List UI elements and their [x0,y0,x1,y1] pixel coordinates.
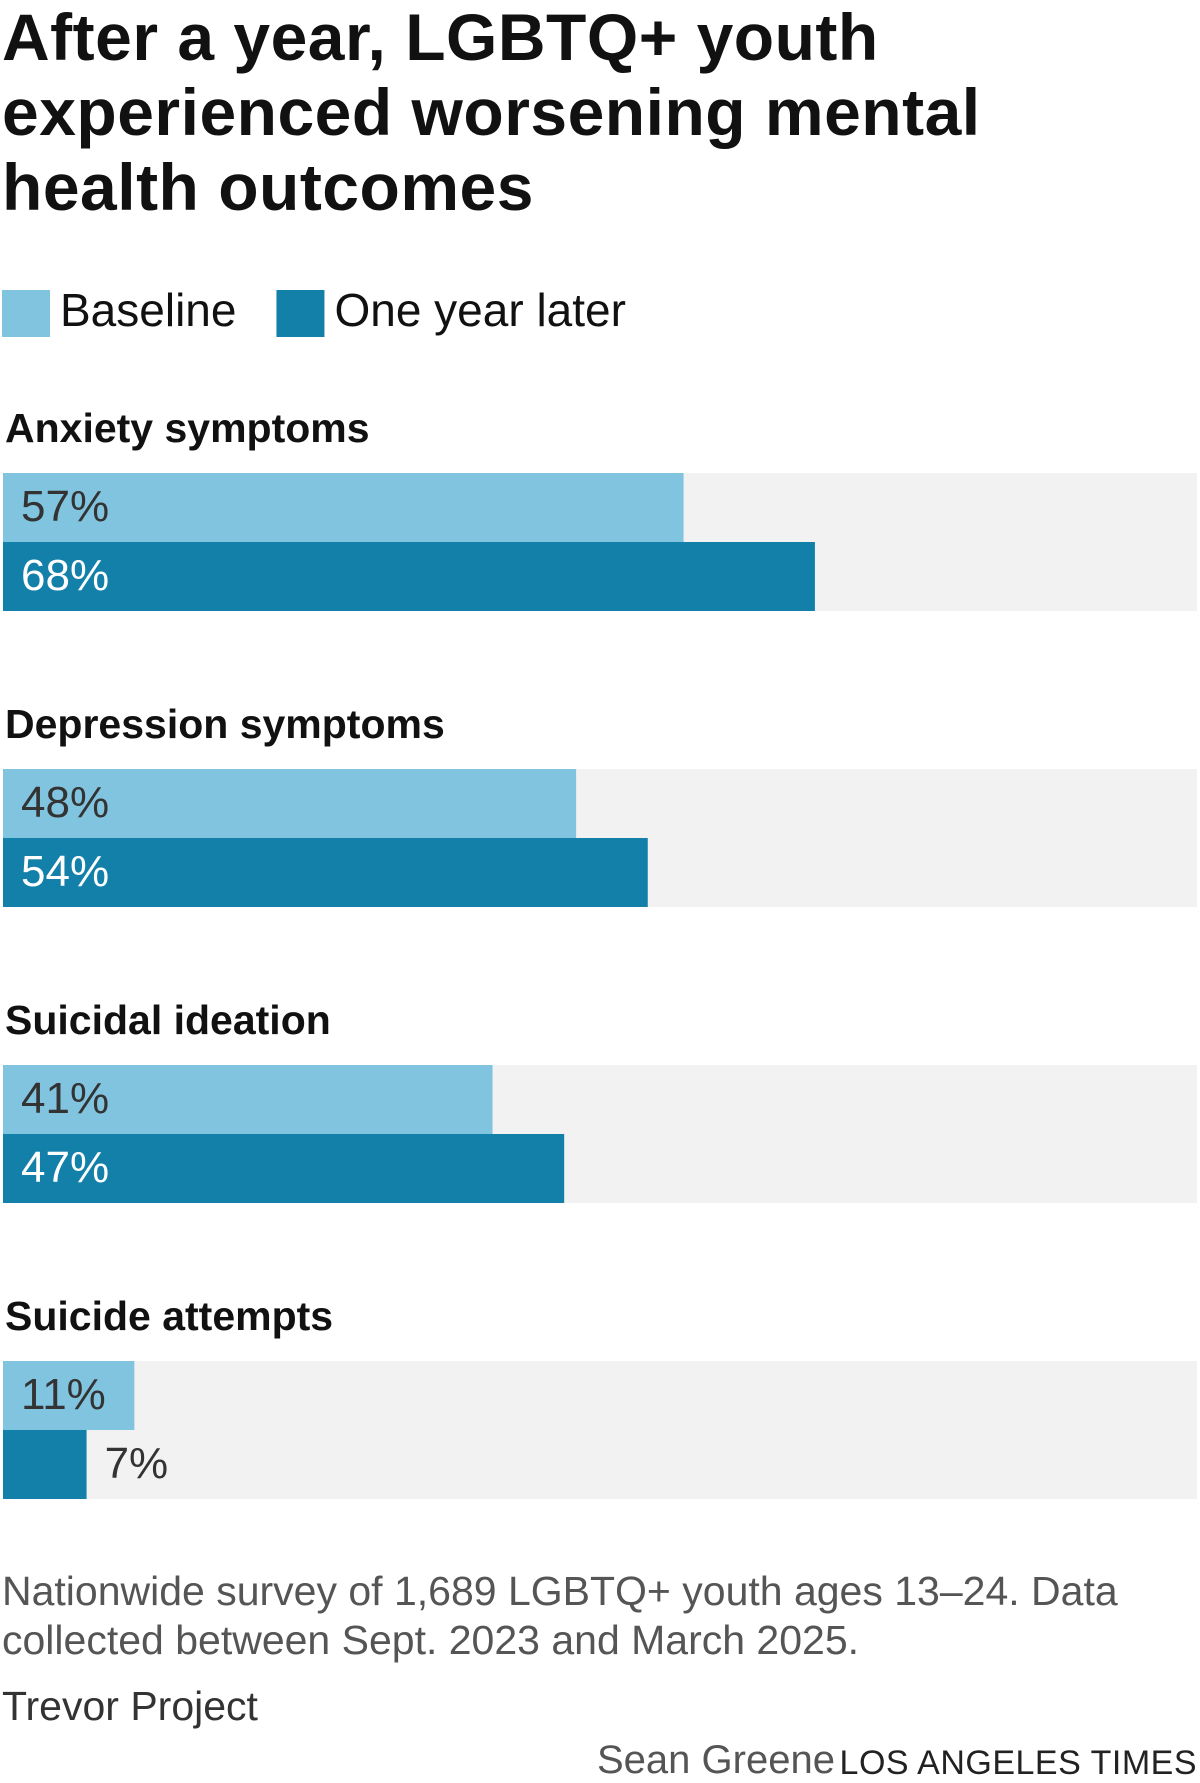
bar [3,838,648,907]
category-label: Suicide attempts [5,1293,333,1339]
value-label: 41% [21,1074,109,1123]
value-label: 48% [21,778,109,827]
category-label: Suicidal ideation [5,997,331,1043]
bar [3,1361,135,1430]
value-label: 11% [21,1370,106,1419]
publisher: LOS ANGELES TIMES [839,1744,1197,1782]
value-label: 7% [105,1439,169,1488]
chart-title: After a year, LGBTQ+ youth experienced w… [2,0,981,224]
bar-track [3,1361,1197,1499]
value-label: 57% [21,482,109,531]
bar [3,1065,493,1134]
legend-swatch [2,290,50,337]
source: Trevor Project [2,1683,258,1729]
value-label: 47% [21,1143,109,1192]
legend-label: One year later [334,284,625,336]
credit: Sean Greene [597,1738,835,1782]
bar [3,769,577,838]
bar [3,542,815,611]
legend-label: Baseline [60,284,236,336]
bar [3,473,684,542]
value-label: 68% [21,551,109,600]
category-label: Anxiety symptoms [5,405,370,451]
note: Nationwide survey of 1,689 LGBTQ+ youth … [2,1568,1118,1663]
value-label: 54% [21,847,109,896]
legend-swatch [276,290,325,337]
chart: Baseline One year later Anxiety symptoms 57… [2,284,1197,1499]
category-label: Depression symptoms [5,701,445,747]
bar [3,1430,87,1499]
bar [3,1134,565,1203]
